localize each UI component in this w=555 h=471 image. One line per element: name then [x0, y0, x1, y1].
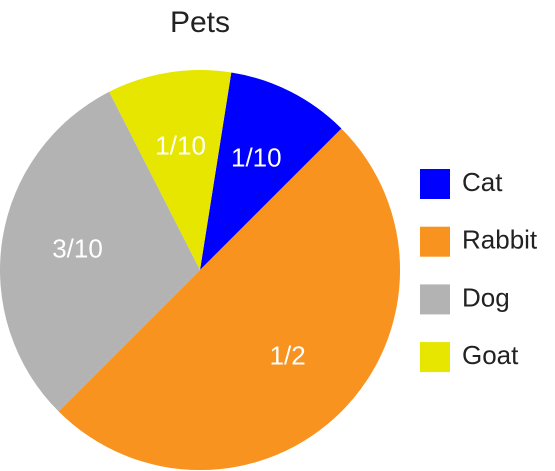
pie-slice: [109, 70, 232, 271]
chart-title: Pets: [170, 6, 230, 39]
slice-label: 1/10: [155, 130, 206, 160]
slice-label: 1/2: [270, 341, 306, 371]
legend-swatch: [420, 226, 450, 257]
legend-label: Dog: [462, 282, 510, 312]
pie-slice: [200, 72, 342, 270]
slice-label: 3/10: [52, 233, 103, 263]
slice-label: 1/10: [231, 142, 282, 172]
legend-swatch: [420, 284, 450, 315]
legend-label: Rabbit: [462, 225, 538, 255]
pie-slice: [58, 128, 401, 471]
legend-swatch: [420, 342, 450, 373]
legend-label: Cat: [462, 167, 503, 197]
legend-swatch: [420, 169, 450, 199]
legend-label: Goat: [462, 340, 519, 370]
pie-slice: [0, 91, 200, 412]
